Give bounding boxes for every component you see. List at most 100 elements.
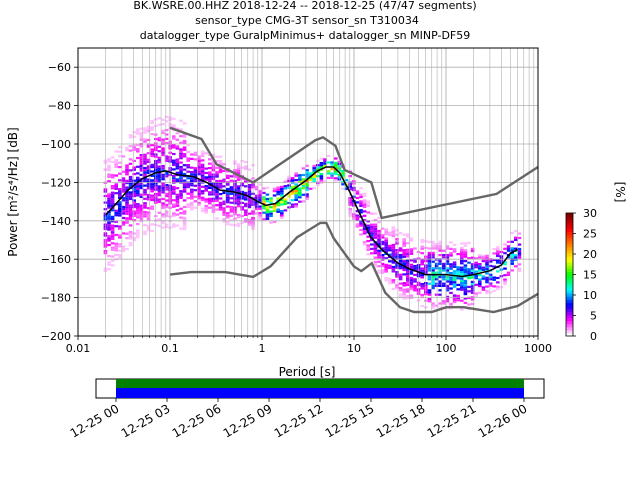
density-cell [146, 145, 151, 148]
density-cell [406, 248, 410, 251]
density-cell [370, 225, 374, 228]
density-cell [460, 255, 464, 258]
density-cell [150, 126, 154, 129]
density-cell [121, 221, 126, 224]
density-cell [193, 153, 198, 157]
density-cell [193, 180, 198, 183]
density-cell [125, 173, 129, 176]
density-cell [175, 209, 180, 212]
density-cell [474, 270, 478, 273]
density-cell [222, 207, 226, 210]
density-cell [305, 197, 309, 200]
density-cell [409, 285, 414, 288]
density-cell [262, 196, 266, 199]
density-cell [280, 188, 284, 191]
density-cell [366, 224, 370, 227]
density-cell [431, 245, 435, 248]
density-cell [157, 172, 162, 175]
density-cell [121, 183, 126, 187]
density-cell [492, 247, 496, 251]
density-cell [280, 190, 284, 193]
density-cell [470, 256, 475, 259]
density-cell [193, 206, 198, 209]
density-cell [121, 188, 126, 191]
density-cell [492, 276, 496, 279]
density-cell [172, 163, 176, 167]
density-cell [456, 253, 460, 256]
density-cell [506, 247, 511, 250]
density-cell [359, 187, 363, 190]
density-cell [172, 223, 176, 226]
density-cell [452, 263, 457, 266]
density-cell [301, 184, 306, 188]
density-cell [388, 233, 392, 236]
density-cell [208, 167, 212, 170]
density-cell [348, 186, 352, 189]
density-cell [427, 293, 432, 296]
density-cell [150, 199, 154, 202]
density-cell [172, 152, 176, 156]
density-cell [139, 132, 144, 135]
density-cell [373, 243, 378, 246]
density-cell [481, 275, 486, 278]
y-ticks: −60−80−100−120−140−160−180−200 [41, 61, 78, 343]
density-cell [143, 153, 147, 156]
density-cell [233, 182, 237, 185]
density-cell [269, 199, 273, 202]
density-cell [128, 215, 133, 218]
density-cell [240, 160, 244, 163]
density-cell [190, 182, 194, 185]
density-cell [384, 233, 388, 236]
density-cell [391, 248, 396, 251]
density-cell [200, 209, 205, 213]
density-cell [186, 159, 190, 162]
density-cell [287, 201, 291, 205]
density-cell [110, 229, 115, 232]
density-cell [409, 239, 414, 242]
density-cell [182, 183, 187, 187]
density-cell [402, 240, 406, 243]
density-cell [200, 172, 205, 175]
density-cell [442, 265, 446, 268]
density-cell [334, 164, 338, 167]
density-cell [265, 193, 270, 196]
density-cell [164, 115, 169, 118]
density-cell [229, 197, 234, 200]
density-cell [161, 191, 165, 194]
density-cell [420, 267, 424, 270]
density-cell [337, 162, 342, 166]
density-cell [132, 236, 136, 239]
density-cell [373, 225, 378, 228]
density-cell [413, 284, 417, 287]
density-cell [431, 247, 435, 250]
density-cell [298, 196, 302, 199]
density-cell [179, 192, 183, 195]
density-cell [136, 178, 140, 182]
density-cell [233, 199, 237, 203]
density-cell [467, 268, 471, 271]
density-cell [517, 236, 522, 240]
density-cell [305, 180, 309, 183]
colorbar-step [566, 283, 573, 288]
density-cell [229, 214, 234, 217]
density-cell [276, 201, 280, 205]
density-cell [334, 177, 338, 180]
colorbar-step [566, 268, 573, 273]
density-cell [258, 194, 262, 197]
density-cell [506, 273, 511, 276]
density-cell [175, 178, 180, 181]
density-cell [118, 234, 122, 237]
density-cell [485, 272, 489, 275]
density-cell [377, 221, 381, 224]
density-cell [452, 294, 457, 297]
density-cell [391, 226, 396, 229]
density-cell [200, 174, 205, 177]
density-cell [319, 164, 324, 167]
density-cell [114, 225, 118, 228]
density-cell [150, 166, 154, 169]
density-cell [402, 268, 406, 272]
density-cell [211, 208, 216, 211]
colorbar-tick-label: 20 [583, 248, 597, 261]
density-cell [132, 219, 136, 222]
density-cell [438, 302, 442, 305]
